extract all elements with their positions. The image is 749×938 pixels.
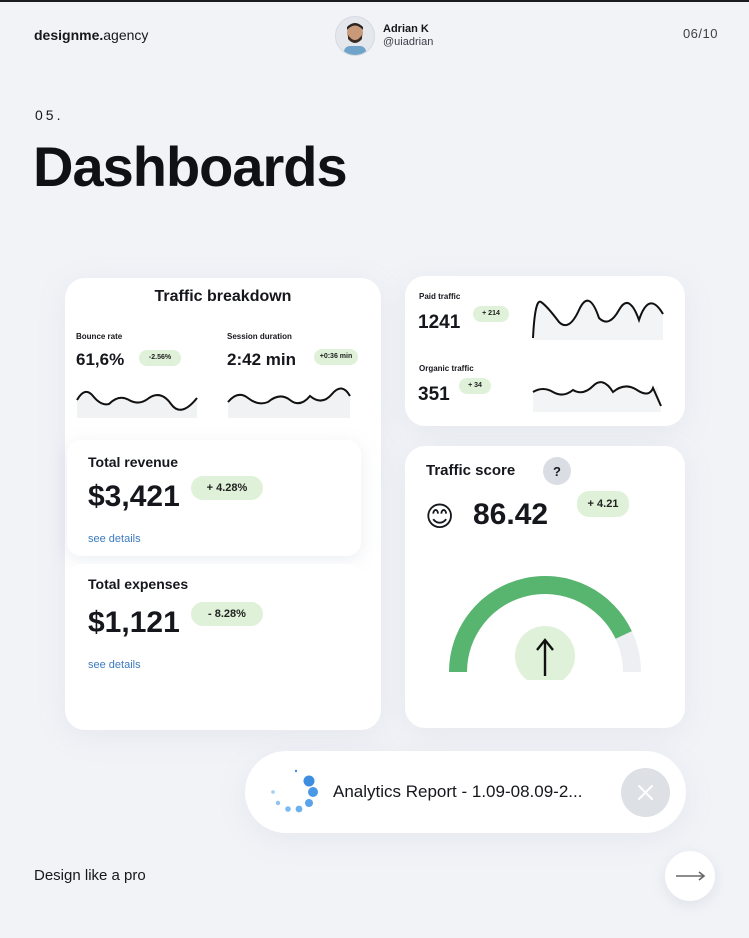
total-revenue-change: + 4.28% xyxy=(191,476,263,500)
traffic-score-title: Traffic score xyxy=(426,462,516,479)
total-expenses-value: $1,121 xyxy=(88,606,180,639)
paid-traffic-sparkline xyxy=(532,299,664,340)
total-revenue-panel[interactable]: Total revenue $3,421 + 4.28% see details xyxy=(67,440,361,556)
page-title: Dashboards xyxy=(33,135,348,198)
traffic-score-value: 86.42 xyxy=(473,498,549,531)
close-icon xyxy=(638,785,653,800)
organic-traffic-sparkline xyxy=(532,381,662,412)
organic-traffic-label: Organic traffic xyxy=(419,364,474,373)
author-name: Adrian K xyxy=(383,23,429,35)
session-duration-change: +0:36 min xyxy=(314,349,358,365)
footer-tagline: Design like a pro xyxy=(34,867,146,884)
traffic-score-gauge xyxy=(449,576,641,680)
next-button[interactable] xyxy=(665,851,715,901)
total-revenue-value: $3,421 xyxy=(88,480,180,513)
avatar xyxy=(335,16,375,56)
total-expenses-change: - 8.28% xyxy=(191,602,263,626)
total-expenses-label: Total expenses xyxy=(88,576,189,592)
bounce-rate-label: Bounce rate xyxy=(76,332,123,341)
help-icon[interactable]: ? xyxy=(543,457,571,485)
session-duration-label: Session duration xyxy=(227,332,292,341)
traffic-score-change: + 4.21 xyxy=(577,491,629,517)
total-expenses-panel[interactable]: Total expenses $1,121 - 8.28% see detail… xyxy=(67,564,361,682)
brand-logo[interactable]: designme.agency xyxy=(34,27,148,43)
organic-traffic-value: 351 xyxy=(418,384,450,405)
help-icon-glyph: ? xyxy=(553,463,561,479)
bounce-rate-change: -2.56% xyxy=(139,350,181,366)
session-duration-panel[interactable]: Session duration 2:42 min +0:36 min xyxy=(218,322,364,422)
brand-name: designme. xyxy=(34,27,104,43)
traffic-sources-card: Paid traffic 1241 + 214 Organic traffic … xyxy=(405,276,685,426)
author-block[interactable]: Adrian K @uiadrian xyxy=(335,16,433,56)
avatar-portrait-icon xyxy=(336,17,374,55)
session-sparkline xyxy=(227,387,351,418)
brand-suffix: agency xyxy=(103,27,149,43)
report-title: Analytics Report - 1.09-08.09-2... xyxy=(333,782,583,801)
author-handle: @uiadrian xyxy=(383,36,434,48)
expenses-see-details-link[interactable]: see details xyxy=(88,659,141,671)
traffic-breakdown-card: Traffic breakdown Bounce rate 61,6% -2.5… xyxy=(65,278,381,730)
smiley-emoji-icon: 😊 xyxy=(425,501,455,532)
bounce-rate-panel[interactable]: Bounce rate 61,6% -2.56% xyxy=(67,322,213,422)
bounce-sparkline xyxy=(76,390,198,418)
up-arrow-icon xyxy=(536,638,554,676)
traffic-breakdown-title: Traffic breakdown xyxy=(154,288,292,305)
analytics-report-toast[interactable]: Analytics Report - 1.09-08.09-2... xyxy=(245,751,686,833)
traffic-score-card: Traffic score ? 😊 86.42 + 4.21 xyxy=(405,446,685,728)
revenue-see-details-link[interactable]: see details xyxy=(88,533,141,545)
loading-spinner-icon xyxy=(271,769,318,813)
top-rule xyxy=(0,0,749,2)
arrow-right-icon xyxy=(676,871,706,881)
session-duration-value: 2:42 min xyxy=(227,350,296,369)
section-number: 05. xyxy=(35,107,64,123)
bounce-rate-value: 61,6% xyxy=(76,350,125,369)
paid-traffic-label: Paid traffic xyxy=(419,292,461,301)
page-counter: 06/10 xyxy=(682,26,718,41)
close-button[interactable] xyxy=(621,768,670,817)
paid-traffic-change: + 214 xyxy=(473,306,509,322)
paid-traffic-value: 1241 xyxy=(418,312,461,333)
total-revenue-label: Total revenue xyxy=(88,454,178,470)
organic-traffic-change: + 34 xyxy=(459,378,491,394)
